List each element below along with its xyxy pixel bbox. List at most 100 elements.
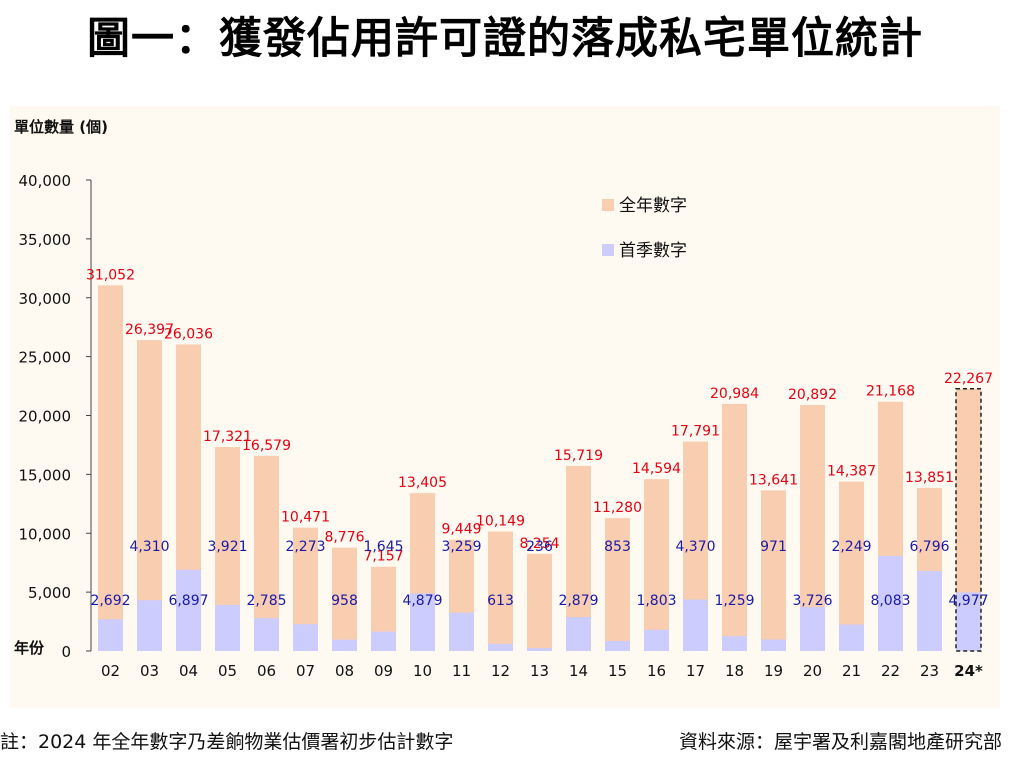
x-tick-label: 18 <box>725 662 744 680</box>
x-tick-label: 09 <box>374 662 393 680</box>
y-tick-label: 25,000 <box>19 349 72 367</box>
data-label-first-quarter: 2,785 <box>246 593 286 609</box>
bar-full-year <box>332 547 357 651</box>
x-tick-label: 13 <box>530 662 549 680</box>
y-tick-label: 35,000 <box>19 231 72 249</box>
legend-full-year-label: 全年數字 <box>619 196 687 216</box>
data-label-first-quarter: 236 <box>526 539 553 555</box>
data-label-first-quarter: 4,370 <box>675 539 715 555</box>
bar-first-quarter <box>371 631 396 651</box>
data-label-full-year: 8,254 <box>519 536 559 552</box>
bar-first-quarter <box>98 619 123 651</box>
data-label-first-quarter: 2,692 <box>90 593 130 609</box>
data-label-first-quarter: 8,083 <box>870 593 910 609</box>
x-tick-label: 20 <box>803 662 822 680</box>
data-label-full-year: 13,405 <box>398 475 447 491</box>
source-note: 資料來源：屋宇署及利嘉閣地產研究部 <box>678 731 1002 753</box>
x-tick-label: 10 <box>413 662 432 680</box>
bar-first-quarter <box>410 593 435 651</box>
x-tick-label: 15 <box>608 662 627 680</box>
bar-full-year <box>527 553 552 651</box>
x-tick-label: 16 <box>647 662 666 680</box>
data-label-full-year: 16,579 <box>242 438 291 454</box>
data-label-full-year: 20,984 <box>710 386 759 402</box>
bar-full-year <box>605 518 630 651</box>
data-label-first-quarter: 613 <box>487 593 514 609</box>
data-label-full-year: 7,157 <box>363 549 403 565</box>
bar-first-quarter <box>761 639 786 651</box>
bar-first-quarter <box>293 624 318 651</box>
data-label-first-quarter: 1,803 <box>636 593 676 609</box>
y-tick-label: 20,000 <box>19 408 72 426</box>
data-label-full-year: 26,397 <box>125 322 174 338</box>
data-label-first-quarter: 1,259 <box>714 593 754 609</box>
data-label-first-quarter: 4,310 <box>129 539 169 555</box>
x-tick-label: 02 <box>101 662 120 680</box>
data-label-full-year: 13,641 <box>749 472 798 488</box>
legend-full-year-swatch <box>602 199 614 211</box>
data-label-full-year: 13,851 <box>905 470 954 486</box>
bar-first-quarter <box>800 607 825 651</box>
data-label-first-quarter: 6,897 <box>168 593 208 609</box>
y-tick-label: 0 <box>61 643 71 661</box>
bar-full-year <box>761 490 786 651</box>
x-tick-label: 21 <box>842 662 861 680</box>
data-label-first-quarter: 4,879 <box>402 593 442 609</box>
y-tick-label: 30,000 <box>19 290 72 308</box>
data-label-first-quarter: 3,726 <box>792 593 832 609</box>
x-tick-label: 03 <box>140 662 159 680</box>
data-label-first-quarter: 958 <box>331 593 358 609</box>
data-label-full-year: 15,719 <box>554 448 603 464</box>
data-label-full-year: 14,594 <box>632 461 681 477</box>
bar-full-year <box>722 403 747 651</box>
data-label-first-quarter: 853 <box>604 539 631 555</box>
data-label-first-quarter: 1,645 <box>363 539 403 555</box>
data-label-first-quarter: 2,249 <box>831 539 871 555</box>
y-axis-label: 單位數量 (個) <box>14 118 108 136</box>
data-label-full-year: 17,321 <box>203 429 252 445</box>
x-tick-label: 12 <box>491 662 510 680</box>
bar-first-quarter <box>488 643 513 651</box>
data-label-first-quarter: 2,273 <box>285 539 325 555</box>
x-tick-label: 14 <box>569 662 588 680</box>
x-tick-label: 04 <box>179 662 198 680</box>
bar-first-quarter <box>722 636 747 651</box>
x-tick-label: 07 <box>296 662 315 680</box>
bar-chart: 單位數量 (個) 年份 40,000 35,000 30,000 25,000 20,000… <box>14 118 993 680</box>
chart-panel: 單位數量 (個) 年份 40,000 35,000 30,000 25,000 20,000… <box>10 106 1000 708</box>
x-axis-label: 年份 <box>14 639 45 657</box>
x-tick-label: 19 <box>764 662 783 680</box>
bar-first-quarter <box>566 617 591 651</box>
estimate-outline <box>955 388 982 652</box>
data-label-first-quarter: 4,977 <box>948 593 988 609</box>
bar-first-quarter <box>449 612 474 651</box>
data-label-first-quarter: 2,879 <box>558 593 598 609</box>
bar-full-year <box>137 340 162 651</box>
bar-full-year <box>839 481 864 651</box>
x-tick-label: 11 <box>452 662 471 680</box>
y-tick-label: 5,000 <box>28 584 71 602</box>
bar-full-year <box>644 479 669 651</box>
bar-first-quarter <box>215 604 240 651</box>
x-tick-label: 22 <box>881 662 900 680</box>
bar-first-quarter <box>878 555 903 651</box>
bar-first-quarter <box>137 600 162 651</box>
bar-first-quarter <box>956 592 981 651</box>
x-tick-label: 08 <box>335 662 354 680</box>
data-label-full-year: 8,776 <box>324 530 364 546</box>
x-tick-label: 06 <box>257 662 276 680</box>
bar-full-year <box>98 285 123 651</box>
data-label-full-year: 20,892 <box>788 387 837 403</box>
data-label-full-year: 31,052 <box>86 267 135 283</box>
data-label-first-quarter: 971 <box>760 539 787 555</box>
data-label-first-quarter: 6,796 <box>909 539 949 555</box>
bar-first-quarter <box>644 629 669 651</box>
bar-first-quarter <box>254 618 279 651</box>
bar-first-quarter <box>683 599 708 651</box>
footnote: 註：2024 年全年數字乃差餉物業估價署初步估計數字 <box>0 731 454 753</box>
data-label-full-year: 22,267 <box>944 371 993 387</box>
x-tick-label: 23 <box>920 662 939 680</box>
data-label-first-quarter: 3,259 <box>441 539 481 555</box>
data-label-first-quarter: 3,921 <box>207 539 247 555</box>
data-label-full-year: 10,149 <box>476 513 525 529</box>
